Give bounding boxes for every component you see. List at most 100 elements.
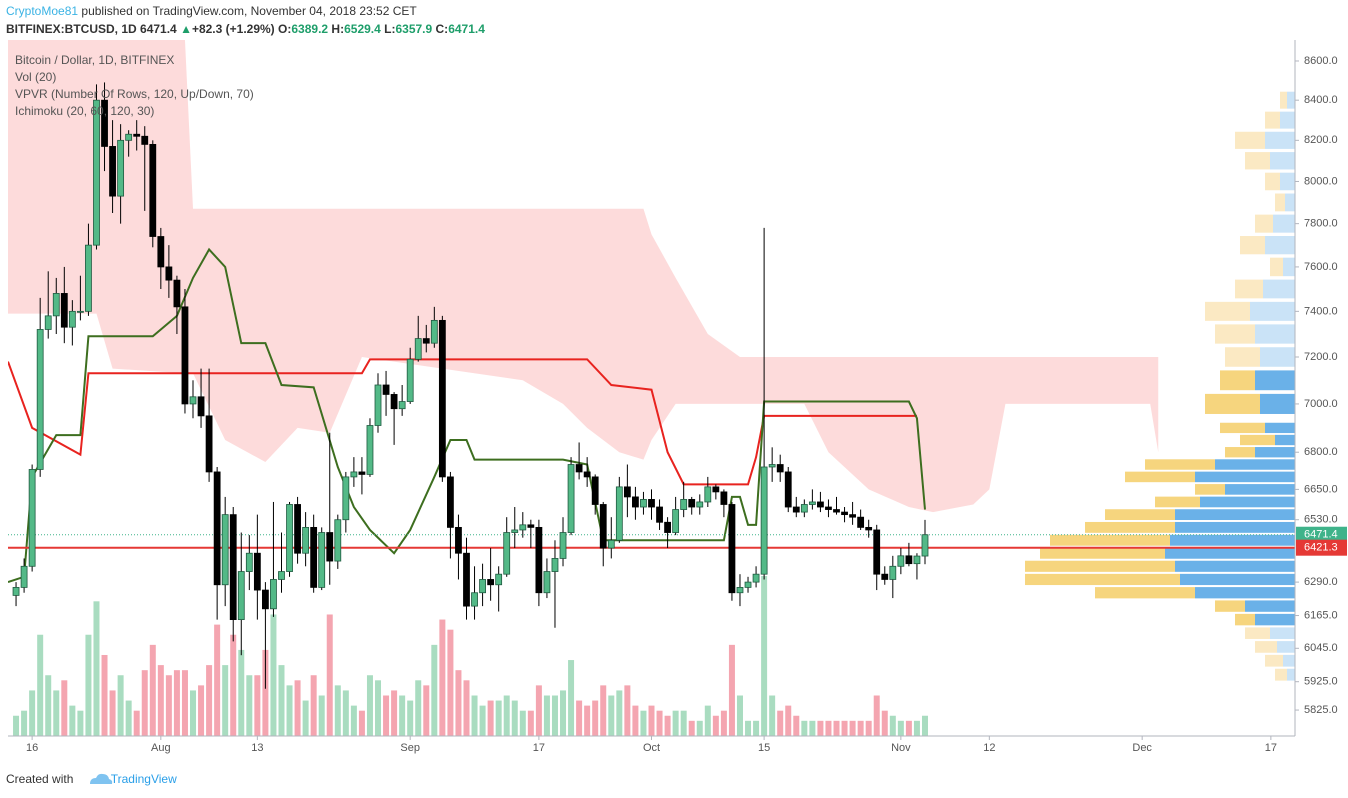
volume-bar bbox=[423, 685, 430, 736]
vpvr-up bbox=[1255, 324, 1295, 344]
vpvr-down bbox=[1220, 370, 1255, 391]
volume-bar bbox=[543, 695, 550, 736]
volume-bar bbox=[495, 700, 502, 736]
volume-bar bbox=[13, 715, 20, 736]
candle-body bbox=[744, 581, 752, 588]
candle-body bbox=[503, 532, 511, 575]
volume-bar bbox=[753, 720, 760, 736]
candle-body bbox=[632, 496, 639, 508]
candle-body bbox=[656, 506, 663, 523]
volume-bar bbox=[720, 710, 727, 736]
volume-bar bbox=[503, 695, 510, 736]
vpvr-down bbox=[1105, 509, 1175, 521]
volume-bar bbox=[833, 720, 840, 736]
candle-body bbox=[889, 565, 897, 580]
y-tick-label: 6530.0 bbox=[1304, 514, 1338, 526]
y-tick-label: 6290.0 bbox=[1304, 576, 1338, 588]
vpvr-up bbox=[1287, 91, 1295, 109]
candle-body bbox=[527, 524, 535, 528]
volume-bar bbox=[632, 705, 639, 736]
candle-body bbox=[318, 532, 326, 588]
candle-body bbox=[430, 319, 438, 344]
candle-body bbox=[229, 514, 237, 621]
candle-body bbox=[672, 509, 680, 533]
candle-body bbox=[728, 504, 736, 594]
volume-bar bbox=[648, 705, 655, 736]
last-price-box bbox=[1296, 526, 1347, 543]
volume-bar bbox=[889, 715, 896, 736]
volume-bar bbox=[69, 705, 76, 736]
vpvr-down bbox=[1265, 172, 1280, 191]
candle-body bbox=[390, 394, 398, 410]
candle-body bbox=[221, 514, 229, 586]
vpvr-down bbox=[1085, 521, 1175, 533]
candle-body bbox=[406, 358, 414, 402]
candle-body bbox=[197, 396, 205, 417]
poc-box bbox=[1296, 539, 1347, 556]
candle-body bbox=[302, 526, 310, 554]
volume-bar bbox=[165, 675, 172, 736]
volume-bar bbox=[431, 644, 438, 736]
candle-body bbox=[607, 539, 615, 549]
vpvr-up bbox=[1255, 613, 1295, 626]
ichimoku-cloud bbox=[8, 40, 1159, 513]
candle-body bbox=[712, 486, 720, 493]
vpvr-down bbox=[1265, 111, 1280, 129]
candle-body bbox=[849, 514, 856, 518]
volume-bar bbox=[358, 710, 365, 736]
poc-label: 6421.3 bbox=[1304, 542, 1338, 554]
volume-bar bbox=[560, 690, 567, 736]
vpvr-down bbox=[1195, 484, 1225, 495]
volume-bar bbox=[672, 710, 679, 736]
volume-bar bbox=[801, 720, 808, 736]
volume-bar bbox=[375, 680, 382, 736]
volume-bar bbox=[45, 675, 52, 736]
vpvr-down bbox=[1025, 560, 1175, 572]
vpvr-down bbox=[1245, 627, 1270, 639]
volume-bar bbox=[761, 576, 768, 736]
y-tick-label: 7400.0 bbox=[1304, 305, 1338, 317]
candle-body bbox=[808, 501, 816, 505]
volume-bar bbox=[712, 715, 719, 736]
volume-bar bbox=[117, 675, 124, 736]
volume-bar bbox=[857, 720, 864, 736]
legend-item: VPVR (Number Of Rows, 120, Up/Down, 70) bbox=[15, 87, 254, 101]
y-tick-label: 8200.0 bbox=[1304, 134, 1338, 146]
candle-body bbox=[326, 532, 334, 562]
candle-body bbox=[36, 329, 44, 470]
volume-bar bbox=[608, 695, 615, 736]
vpvr-up bbox=[1180, 573, 1295, 586]
volume-bar bbox=[696, 720, 703, 736]
x-tick-label: 15 bbox=[758, 742, 770, 754]
y-tick-label: 8000.0 bbox=[1304, 175, 1338, 187]
candle-body bbox=[141, 135, 149, 145]
volume-bar bbox=[447, 629, 454, 736]
volume-bar bbox=[769, 695, 776, 736]
candle-body bbox=[752, 573, 760, 583]
candle-body bbox=[149, 143, 157, 237]
x-tick-label: Oct bbox=[643, 742, 660, 754]
candle-body bbox=[334, 519, 342, 562]
candle-body bbox=[535, 526, 543, 594]
candle-body bbox=[479, 579, 486, 594]
volume-bar bbox=[37, 634, 44, 736]
footer: Created with TradingView bbox=[6, 772, 177, 786]
vpvr-up bbox=[1270, 152, 1295, 170]
volume-bar bbox=[463, 680, 470, 736]
author[interactable]: CryptoMoe81 bbox=[6, 4, 79, 18]
vpvr-up bbox=[1175, 521, 1295, 533]
candle-body bbox=[648, 499, 655, 508]
vpvr-down bbox=[1215, 324, 1255, 344]
vpvr-up bbox=[1287, 668, 1295, 681]
y-tick-label: 7600.0 bbox=[1304, 261, 1338, 273]
volume-bar bbox=[149, 644, 156, 736]
volume-bar bbox=[865, 720, 872, 736]
candle-body bbox=[599, 504, 607, 549]
candle-body bbox=[519, 524, 527, 531]
candle-body bbox=[205, 415, 213, 473]
volume-bar bbox=[535, 685, 542, 736]
vpvr-up bbox=[1175, 509, 1295, 521]
volume-bar bbox=[817, 720, 824, 736]
brand[interactable]: TradingView bbox=[110, 772, 177, 786]
volume-bar bbox=[664, 715, 671, 736]
